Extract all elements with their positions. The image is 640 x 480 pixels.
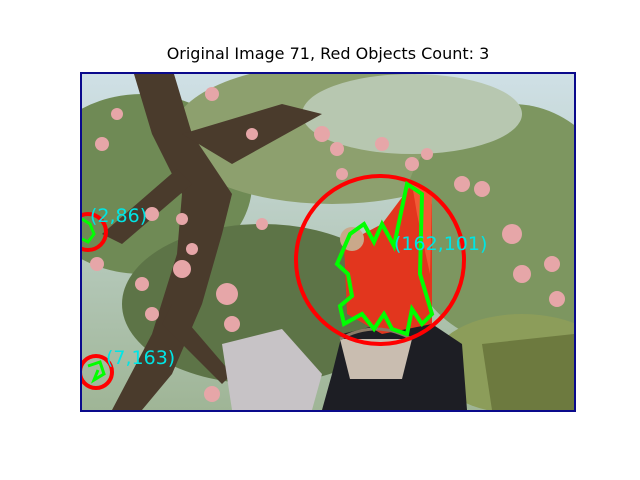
detection-circle: [294, 174, 466, 346]
detection-contour: [87, 360, 106, 384]
ground: [222, 329, 574, 410]
person-in-red: [322, 184, 467, 410]
detection-label: (162,101): [394, 233, 487, 255]
detection-contour: [334, 180, 435, 337]
detection-circle: [82, 354, 114, 390]
image-frame: (2,86) (162,101) (7,163): [80, 72, 576, 412]
orchard-photo: (2,86) (162,101) (7,163): [82, 74, 574, 410]
detection-3: (7,163): [82, 347, 175, 390]
detection-2: (162,101): [294, 174, 487, 346]
detection-1: (2,86): [82, 205, 147, 252]
apples: [90, 87, 565, 402]
detection-contour: [82, 217, 96, 244]
detection-label: (7,163): [106, 347, 175, 369]
detection-circle: [82, 212, 108, 252]
figure-title: Original Image 71, Red Objects Count: 3: [166, 44, 490, 63]
detection-label: (2,86): [90, 205, 147, 227]
